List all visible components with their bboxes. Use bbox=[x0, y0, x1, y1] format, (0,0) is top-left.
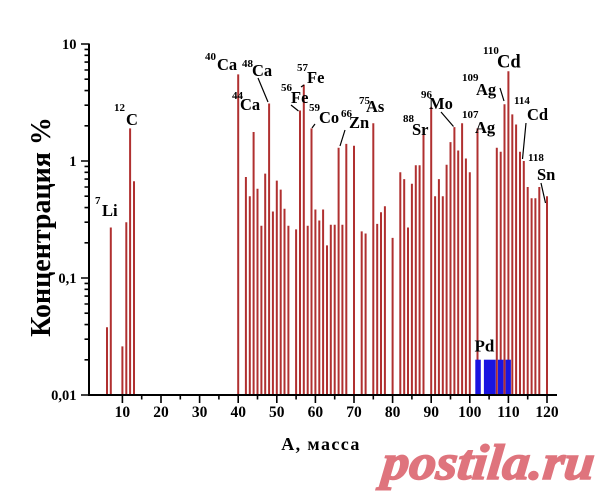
svg-text:20: 20 bbox=[153, 404, 169, 421]
svg-text:48: 48 bbox=[242, 58, 254, 70]
svg-text:Fe: Fe bbox=[291, 88, 308, 107]
svg-text:Co: Co bbox=[319, 108, 339, 127]
svg-text:10: 10 bbox=[62, 37, 77, 53]
svg-text:96: 96 bbox=[421, 89, 433, 101]
svg-text:Ag: Ag bbox=[475, 118, 496, 137]
svg-text:Ca: Ca bbox=[217, 55, 237, 74]
svg-text:56: 56 bbox=[281, 82, 293, 94]
svg-text:Sr: Sr bbox=[412, 120, 429, 139]
svg-text:40: 40 bbox=[230, 404, 246, 421]
svg-text:7: 7 bbox=[95, 195, 101, 207]
svg-text:120: 120 bbox=[535, 404, 559, 421]
svg-text:0,1: 0,1 bbox=[58, 271, 76, 287]
svg-text:Fe: Fe bbox=[307, 68, 324, 87]
svg-text:107: 107 bbox=[462, 109, 479, 121]
svg-text:Zn: Zn bbox=[349, 113, 369, 132]
svg-text:0,01: 0,01 bbox=[51, 388, 76, 404]
svg-text:C: C bbox=[126, 110, 138, 129]
svg-text:12: 12 bbox=[114, 102, 126, 114]
svg-text:А, масса: А, масса bbox=[281, 434, 361, 454]
svg-text:109: 109 bbox=[462, 72, 479, 84]
svg-text:80: 80 bbox=[385, 404, 401, 421]
svg-text:Ca: Ca bbox=[240, 95, 260, 114]
svg-text:1: 1 bbox=[69, 154, 76, 170]
svg-text:57: 57 bbox=[297, 62, 309, 74]
svg-text:Ca: Ca bbox=[252, 61, 272, 80]
svg-text:Li: Li bbox=[102, 201, 118, 220]
svg-text:Ag: Ag bbox=[476, 80, 497, 99]
svg-text:75: 75 bbox=[359, 95, 371, 107]
svg-text:Sn: Sn bbox=[537, 165, 555, 184]
svg-text:70: 70 bbox=[346, 404, 362, 421]
svg-text:110: 110 bbox=[483, 45, 499, 57]
svg-text:110: 110 bbox=[497, 404, 520, 421]
svg-text:90: 90 bbox=[423, 404, 439, 421]
svg-text:30: 30 bbox=[192, 404, 208, 421]
svg-text:Mo: Mo bbox=[429, 94, 453, 113]
svg-text:postila.ru: postila.ru bbox=[376, 434, 598, 490]
svg-text:Cd: Cd bbox=[527, 105, 548, 124]
svg-text:88: 88 bbox=[403, 113, 415, 125]
svg-text:100: 100 bbox=[458, 404, 482, 421]
svg-text:59: 59 bbox=[309, 102, 321, 114]
svg-text:44: 44 bbox=[232, 90, 244, 102]
svg-text:50: 50 bbox=[269, 404, 285, 421]
svg-text:60: 60 bbox=[308, 404, 324, 421]
svg-text:118: 118 bbox=[528, 152, 544, 164]
svg-text:40: 40 bbox=[205, 51, 217, 63]
svg-text:10: 10 bbox=[115, 404, 131, 421]
svg-text:Pd: Pd bbox=[475, 337, 495, 356]
svg-text:66: 66 bbox=[341, 108, 353, 120]
svg-text:As: As bbox=[366, 97, 385, 116]
svg-text:114: 114 bbox=[514, 95, 530, 107]
svg-text:Cd: Cd bbox=[497, 53, 521, 73]
svg-text:Концентрация %: Концентрация % bbox=[26, 117, 57, 337]
